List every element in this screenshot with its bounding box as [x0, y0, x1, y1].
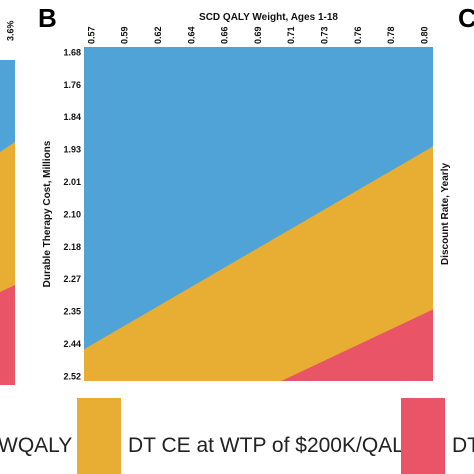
- x-tick-label: 0.62: [153, 26, 163, 44]
- legend: WQALY DT CE at WTP of $200K/QALY DT: [0, 398, 474, 474]
- y-tick-label: 2.44: [63, 339, 81, 349]
- x-tick-label: 0.64: [186, 26, 196, 44]
- y-tick-label: 2.35: [63, 307, 81, 317]
- panel-label-c: C: [458, 3, 474, 33]
- y-tick-label: 2.52: [63, 371, 81, 381]
- x-tick-label: 0.71: [286, 26, 296, 44]
- y-tick-label: 2.27: [63, 274, 81, 284]
- x-tick-label: 0.76: [353, 26, 363, 44]
- y-tick-label: 2.10: [63, 209, 81, 219]
- y-tick-label: 2.18: [63, 242, 81, 252]
- x-tick-label: 0.59: [120, 26, 130, 44]
- panel-label-b: B: [38, 3, 57, 33]
- x-axis-label: SCD QALY Weight, Ages 1-18: [199, 12, 338, 23]
- legend-swatch-dt: [401, 398, 445, 474]
- x-tick-label: 0.69: [253, 26, 263, 44]
- y-tick-label: 1.84: [63, 112, 81, 122]
- x-tick-label: 0.78: [386, 26, 396, 44]
- y-tick-labels: 1.68 1.76 1.84 1.93 2.01 2.10 2.18 2.27 2.35 2.44…: [63, 47, 81, 381]
- x-tick-label: 0.66: [220, 26, 230, 44]
- legend-label-2: DT CE at WTP of $200K/QALY: [128, 434, 416, 457]
- y-axis-label: Durable Therapy Cost, Millions: [42, 140, 53, 287]
- region-dt-ce: [84, 146, 433, 381]
- plot-area: [84, 47, 433, 381]
- x-tick-label: 0.57: [86, 26, 96, 44]
- left-panel-tick-label: 3.6%: [5, 20, 15, 41]
- y-tick-label: 1.93: [63, 145, 81, 155]
- left-panel-red-region: [0, 285, 15, 385]
- legend-swatch-dt-ce: [77, 398, 121, 474]
- region-dt: [281, 309, 433, 381]
- left-panel-fragment: 3.6%: [0, 20, 15, 385]
- x-tick-label: 0.80: [419, 26, 429, 44]
- x-tick-labels: 0.57 0.59 0.62 0.64 0.66 0.69 0.71 0.73 0.76 0.78…: [86, 26, 429, 44]
- legend-label-1: WQALY: [0, 434, 72, 457]
- right-panel-y-axis-label: Discount Rate, Yearly: [440, 163, 451, 266]
- y-tick-label: 2.01: [63, 177, 81, 187]
- x-tick-label: 0.73: [319, 26, 329, 44]
- y-tick-label: 1.76: [63, 80, 81, 90]
- legend-label-3: DT: [452, 434, 474, 457]
- y-tick-label: 1.68: [63, 47, 81, 57]
